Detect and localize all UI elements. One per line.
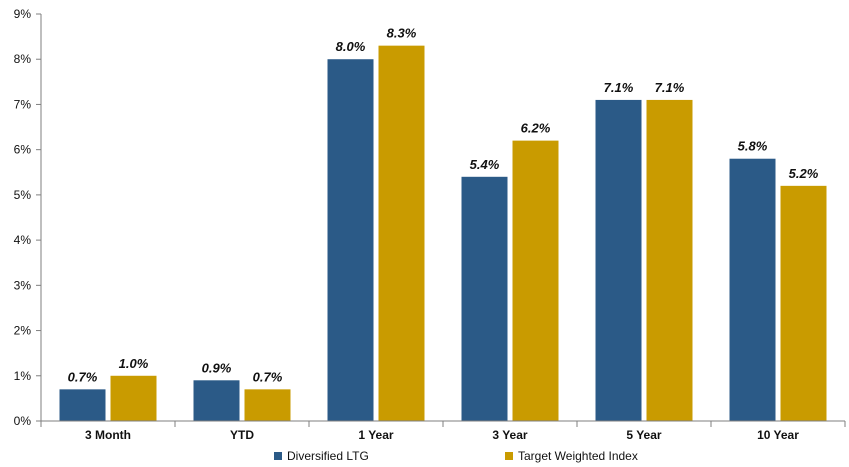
y-tick-label: 7% <box>14 97 32 111</box>
y-tick-label: 5% <box>14 188 32 202</box>
x-category-label: 3 Year <box>492 428 527 442</box>
bars <box>59 45 827 422</box>
legend-swatch <box>505 452 513 460</box>
legend-swatch <box>274 452 282 460</box>
data-label: 5.8% <box>738 139 768 154</box>
bar-target-weighted-index <box>512 140 559 421</box>
x-axis: 3 Month YTD 1 Year 3 Year 5 Year 10 Year <box>40 420 846 442</box>
x-category-label: 10 Year <box>757 428 799 442</box>
bar-target-weighted-index <box>646 99 693 421</box>
data-label: 8.3% <box>387 26 417 41</box>
data-label: 7.1% <box>604 80 634 95</box>
data-label: 6.2% <box>521 121 551 136</box>
bar-diversified-ltg <box>595 99 642 421</box>
legend-label: Target Weighted Index <box>518 449 638 463</box>
bar-target-weighted-index <box>110 375 157 421</box>
y-tick-label: 2% <box>14 324 32 338</box>
bar-diversified-ltg <box>193 380 240 421</box>
data-label: 5.4% <box>470 157 500 172</box>
data-label: 0.7% <box>253 369 283 384</box>
y-tick-label: 4% <box>14 233 32 247</box>
data-label: 1.0% <box>119 356 149 371</box>
y-axis: 0% 1% 2% 3% 4% 5% 6% 7% 8% 9% <box>14 7 42 428</box>
bar-target-weighted-index <box>378 45 425 422</box>
y-tick-label: 3% <box>14 278 32 292</box>
bar-target-weighted-index <box>780 185 827 421</box>
legend-label: Diversified LTG <box>287 449 369 463</box>
data-label: 8.0% <box>336 39 366 54</box>
bar-diversified-ltg <box>327 59 374 421</box>
y-tick-label: 9% <box>14 7 32 21</box>
y-tick-label: 1% <box>14 369 32 383</box>
data-label: 0.7% <box>68 369 98 384</box>
x-category-label: YTD <box>230 428 254 442</box>
bar-diversified-ltg <box>59 389 106 421</box>
y-tick-label: 0% <box>14 414 32 428</box>
bar-diversified-ltg <box>729 158 776 421</box>
x-category-label: 1 Year <box>358 428 393 442</box>
data-label: 5.2% <box>789 166 819 181</box>
x-category-label: 5 Year <box>626 428 661 442</box>
legend: Diversified LTG Target Weighted Index <box>274 449 638 463</box>
y-tick-label: 8% <box>14 52 32 66</box>
x-category-label: 3 Month <box>85 428 131 442</box>
data-labels: 0.7% 1.0% 0.9% 0.7% 8.0% 8.3% 5.4% 6.2% 7.1% 7.1%… <box>68 26 819 385</box>
bar-diversified-ltg <box>461 176 508 421</box>
data-label: 0.9% <box>202 360 232 375</box>
data-label: 7.1% <box>655 80 685 95</box>
y-tick-label: 6% <box>14 143 32 157</box>
bar-target-weighted-index <box>244 389 291 421</box>
